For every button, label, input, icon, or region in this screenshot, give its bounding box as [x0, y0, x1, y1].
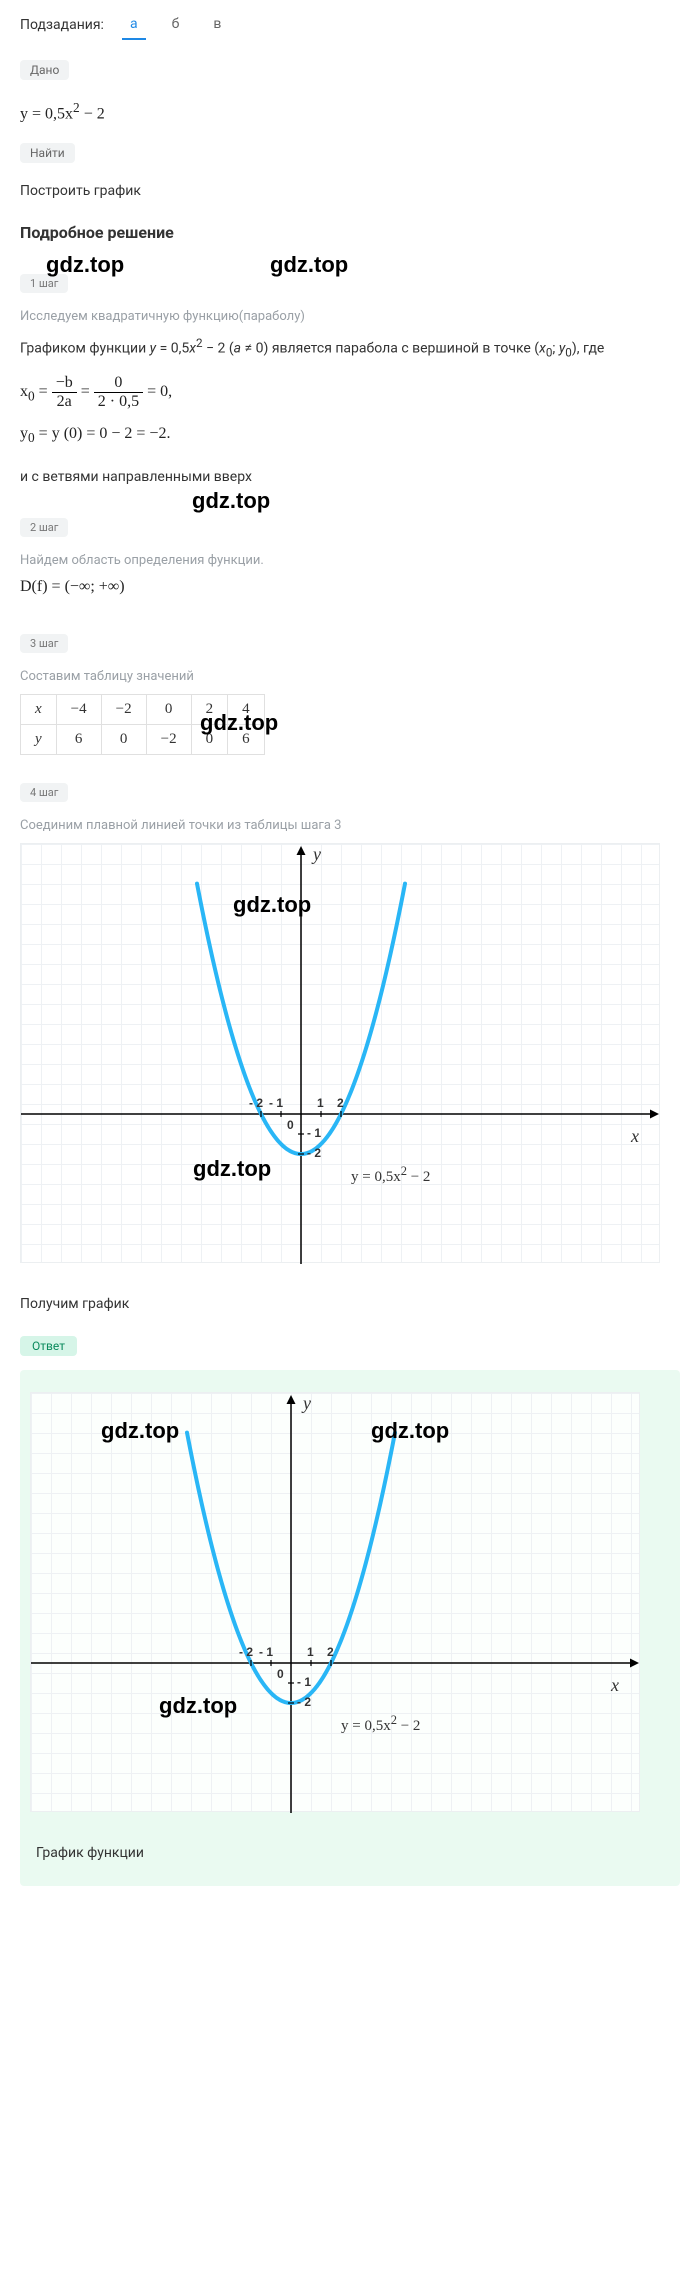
answer-caption: График функции — [36, 1842, 670, 1866]
subtasks-label: Подзадания: — [20, 17, 104, 33]
given-badge: Дано — [20, 60, 69, 80]
step1-y0: y0 = y (0) = 0 − 2 = −2. — [20, 425, 680, 446]
chart-step4: - 2- 112- 1- 20yxy = 0,5x2 − 2gdz.topgdz… — [20, 843, 660, 1263]
table-cell: −2 — [101, 694, 146, 724]
table-cell: −2 — [146, 724, 191, 754]
table-cell: 0 — [101, 724, 146, 754]
chart-answer: - 2- 112- 1- 20yxy = 0,5x2 − 2gdz.topgdz… — [30, 1392, 640, 1812]
table-cell: 6 — [56, 724, 101, 754]
step1-line1: Графиком функции y = 0,5x2 − 2 (a ≠ 0) я… — [20, 334, 680, 363]
x-label-cell: x — [21, 694, 57, 724]
table-cell: 0 — [146, 694, 191, 724]
subtask-tab-a[interactable]: а — [122, 10, 146, 40]
step1-caption: Исследуем квадратичную функцию(параболу) — [20, 309, 680, 324]
answer-badge: Ответ — [20, 1336, 77, 1356]
table-cell: 4 — [228, 694, 265, 724]
step2-caption: Найдем область определения функции. — [20, 553, 680, 568]
step2-domain: D(f) = (−∞; +∞) — [20, 578, 680, 596]
y-label-cell: y — [21, 724, 57, 754]
result-text: Получим график — [20, 1293, 680, 1317]
given-formula: y = 0,5x2 − 2 — [20, 100, 680, 123]
solution-heading: Подробное решение — [20, 223, 680, 242]
answer-block: - 2- 112- 1- 20yxy = 0,5x2 − 2gdz.topgdz… — [20, 1370, 680, 1886]
table-row: y 6 0 −2 0 6 — [21, 724, 265, 754]
values-table: x −4 −2 0 2 4 y 6 0 −2 0 6 — [20, 694, 265, 755]
find-badge: Найти — [20, 143, 75, 163]
step2-badge: 2 шаг — [20, 518, 68, 537]
table-cell: 6 — [228, 724, 265, 754]
table-row: x −4 −2 0 2 4 — [21, 694, 265, 724]
table-cell: −4 — [56, 694, 101, 724]
subtask-tab-b[interactable]: б — [164, 10, 188, 40]
step3-caption: Составим таблицу значений — [20, 669, 680, 684]
step1-x0: x0 = −b2a = 02 · 0,5 = 0, — [20, 374, 680, 411]
step4-badge: 4 шаг — [20, 783, 68, 802]
find-text: Построить график — [20, 183, 680, 199]
step1-badge: 1 шаг — [20, 274, 68, 293]
step3-badge: 3 шаг — [20, 634, 68, 653]
step4-caption: Соединим плавной линией точки из таблицы… — [20, 818, 680, 833]
table-cell: 2 — [191, 694, 228, 724]
step1-line2: и с ветвями направленными вверх — [20, 466, 680, 490]
table-cell: 0 — [191, 724, 228, 754]
subtasks-nav: Подзадания: а б в — [20, 10, 680, 40]
subtask-tab-v[interactable]: в — [205, 10, 229, 40]
